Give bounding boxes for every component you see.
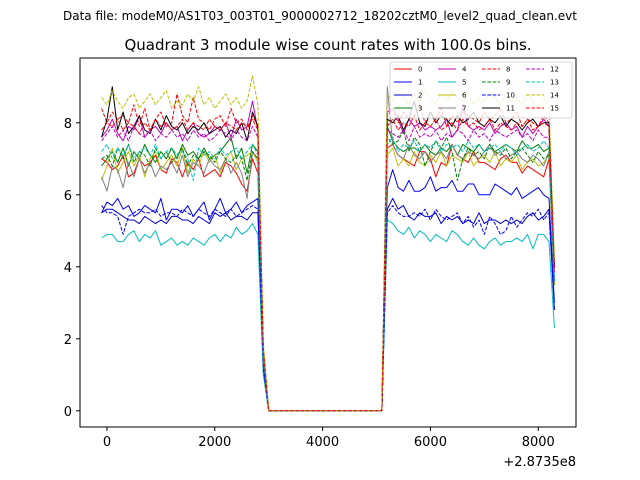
suptitle: Data file: modeM0/AS1T03_003T01_90000027…	[63, 9, 577, 23]
series-line-9	[101, 129, 555, 412]
series-line-15	[101, 115, 555, 412]
y-axis: 0 2 4 6 8	[64, 117, 80, 420]
y-tick-label: 0	[64, 405, 72, 420]
legend-label-5: 5	[462, 79, 466, 87]
legend-label-6: 6	[462, 92, 467, 100]
legend-label-9: 9	[506, 79, 510, 87]
y-tick-label: 8	[64, 117, 72, 132]
plot-area	[80, 58, 576, 427]
series-lines	[101, 75, 555, 412]
y-tick-label: 4	[64, 261, 72, 276]
chart-title: Quadrant 3 module wise count rates with …	[124, 36, 531, 54]
legend-label-4: 4	[462, 66, 467, 74]
legend-label-7: 7	[462, 105, 466, 113]
x-tick-label: 4000	[306, 435, 339, 450]
x-tick-label: 2000	[198, 435, 231, 450]
legend-label-15: 15	[550, 105, 559, 113]
legend-label-14: 14	[550, 92, 559, 100]
legend-label-1: 1	[418, 79, 422, 87]
legend-label-10: 10	[506, 92, 515, 100]
legend-label-13: 13	[550, 79, 559, 87]
legend-label-3: 3	[418, 105, 422, 113]
x-tick-label: 6000	[414, 435, 447, 450]
x-tick-label: 0	[103, 435, 111, 450]
plot-frame	[79, 57, 577, 428]
y-tick-label: 2	[64, 333, 72, 348]
legend-label-2: 2	[418, 92, 422, 100]
legend-label-0: 0	[418, 66, 422, 74]
x-offset-label: +2.8735e8	[503, 455, 576, 470]
legend-box	[389, 61, 573, 119]
legend-label-12: 12	[550, 66, 559, 74]
series-line-12	[101, 125, 555, 412]
x-tick-label: 8000	[522, 435, 555, 450]
legend-label-11: 11	[506, 105, 515, 113]
x-axis: 0 2000 4000 6000 8000	[103, 427, 555, 450]
y-tick-label: 6	[64, 189, 72, 204]
legend-label-8: 8	[506, 66, 510, 74]
